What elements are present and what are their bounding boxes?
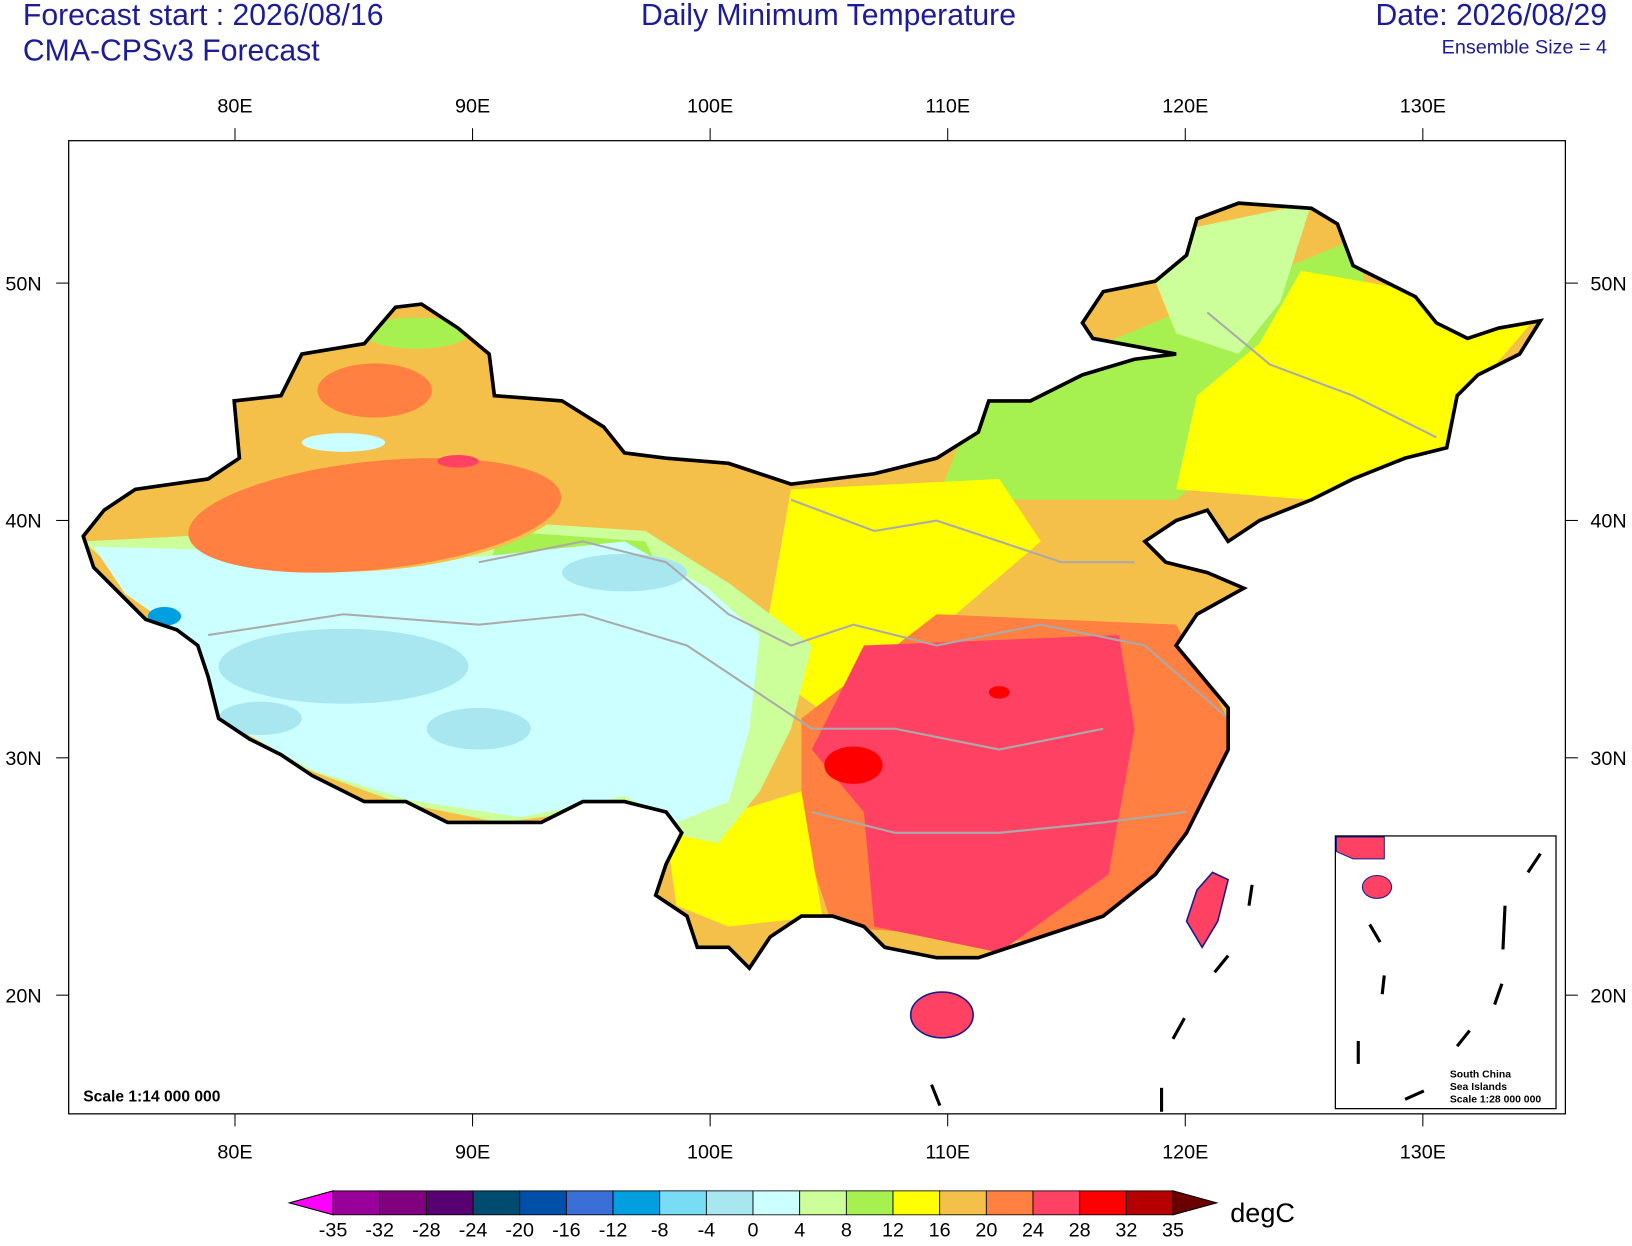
lon-label: 120E — [1162, 1142, 1208, 1164]
title: Daily Minimum Temperature — [641, 0, 1016, 32]
lon-label: 80E — [217, 96, 252, 118]
colorbar-box — [892, 1190, 941, 1216]
inset-boundary — [1356, 852, 1542, 1101]
colorbar-box — [519, 1190, 567, 1216]
colorbar-box — [1125, 1190, 1174, 1216]
axes: 80E 80E 90E 90E 100E 100E 110E 110E 120E 120E 130E… — [5, 96, 1626, 1164]
colorbar-label: 28 — [1069, 1220, 1091, 1241]
lat-label: 20N — [5, 985, 41, 1007]
lon-label: 90E — [455, 1142, 490, 1164]
hainan — [909, 991, 974, 1039]
colorbar-label: 32 — [1115, 1220, 1137, 1241]
lat-label: 40N — [1590, 511, 1626, 533]
maritime-boundary — [930, 884, 1254, 1112]
lat-label: 50N — [1590, 273, 1626, 295]
inset-label: Scale 1:28 000 000 — [1450, 1094, 1542, 1105]
colorbar-label: 35 — [1162, 1220, 1184, 1241]
ensemble-size: Ensemble Size = 4 — [1442, 36, 1607, 58]
colorbar-box — [379, 1190, 427, 1216]
colorbar-box — [705, 1190, 754, 1216]
model-name: CMA-CPSv3 Forecast — [23, 35, 320, 68]
taiwan — [1185, 871, 1230, 949]
colorbar-box — [799, 1190, 847, 1216]
lon-label: 100E — [687, 96, 733, 118]
colorbar-label: 0 — [748, 1220, 759, 1241]
inset-hainan — [1361, 874, 1393, 899]
inset-coast — [1335, 836, 1385, 860]
inset: South China Sea Islands Scale 1:28 000 0… — [1334, 835, 1557, 1110]
colorbar-label: -24 — [459, 1220, 488, 1241]
colorbar-label: -4 — [698, 1220, 716, 1241]
colorbar-label: -28 — [412, 1220, 441, 1241]
colorbar-label: 4 — [794, 1220, 805, 1241]
colorbar-label: -35 — [319, 1220, 348, 1241]
colorbar-box — [612, 1190, 661, 1216]
lon-label: 110E — [925, 1142, 970, 1164]
forecast-start: Forecast start : 2026/08/16 — [23, 0, 384, 32]
lon-label: 130E — [1400, 96, 1446, 118]
lat-label: 30N — [1590, 748, 1626, 770]
colorbar-box — [939, 1190, 987, 1216]
inset-frame — [1334, 835, 1557, 1110]
colorbar-low-end — [287, 1190, 334, 1216]
lon-label: 90E — [455, 96, 490, 118]
colorbar-label: -16 — [552, 1220, 581, 1241]
colorbar-box — [425, 1190, 474, 1216]
colorbar-box — [845, 1190, 894, 1216]
colorbar-box — [752, 1190, 801, 1216]
lat-label: 20N — [1590, 985, 1626, 1007]
inset-label: Sea Islands — [1450, 1082, 1507, 1093]
colorbar-box — [472, 1190, 521, 1216]
lat-label: 40N — [5, 511, 41, 533]
lon-label: 120E — [1162, 96, 1208, 118]
colorbar-box — [659, 1190, 707, 1216]
colorbar-label: -20 — [505, 1220, 534, 1241]
colorbar-box — [985, 1190, 1034, 1216]
colorbar-label: 20 — [975, 1220, 997, 1241]
colorbar-label: 8 — [841, 1220, 852, 1241]
colorbar-label: -32 — [365, 1220, 394, 1241]
colorbar-box — [1079, 1190, 1127, 1216]
colorbar-label: -8 — [651, 1220, 669, 1241]
valid-date: Date: 2026/08/29 — [1376, 0, 1608, 32]
temperature-field — [83, 203, 1541, 969]
lat-label: 50N — [5, 273, 41, 295]
colorbar-label: 16 — [929, 1220, 951, 1241]
colorbar-label: 12 — [882, 1220, 904, 1241]
colorbar-label: -12 — [599, 1220, 628, 1241]
lon-label: 110E — [925, 96, 970, 118]
colorbar-box — [565, 1190, 614, 1216]
colorbar-box — [1032, 1190, 1081, 1216]
lon-label: 80E — [217, 1142, 252, 1164]
inset-label: South China — [1450, 1069, 1511, 1080]
colorbar: -35 -32 -28 -24 -20 -16 -12 -8 -4 0 4 8 12 16 20 24 28 32… — [287, 1190, 1295, 1242]
lat-label: 30N — [5, 748, 41, 770]
map-scale: Scale 1:14 000 000 — [83, 1088, 220, 1105]
colorbar-unit: degC — [1230, 1198, 1295, 1228]
lon-label: 100E — [687, 1142, 733, 1164]
colorbar-high-end — [1172, 1190, 1219, 1216]
colorbar-box — [332, 1190, 381, 1216]
colorbar-label: 24 — [1022, 1220, 1044, 1241]
lon-label: 130E — [1400, 1142, 1446, 1164]
